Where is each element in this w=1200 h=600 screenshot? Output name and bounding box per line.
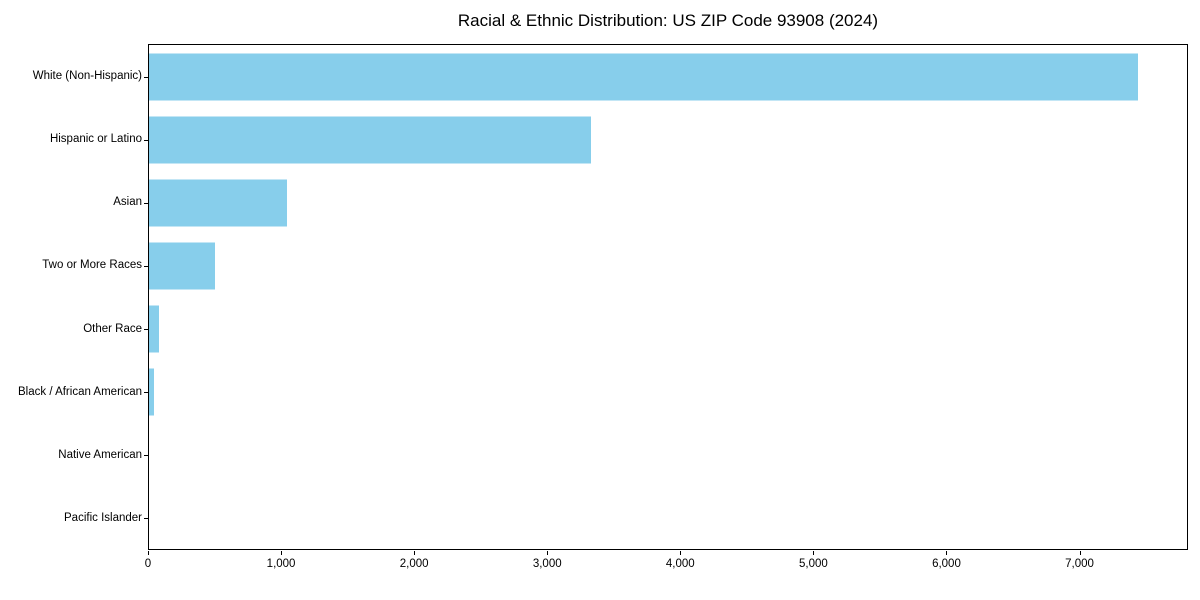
category-label: Pacific Islander (64, 512, 142, 525)
category-label: Asian (113, 196, 142, 209)
y-tick-mark (144, 391, 148, 393)
bar (149, 179, 288, 226)
y-tick-label: Two or More Races (0, 234, 142, 297)
bar-row (149, 234, 1187, 297)
y-tick-label: Pacific Islander (0, 487, 142, 550)
x-tick-label: 6,000 (932, 558, 961, 570)
x-tick-label: 4,000 (665, 558, 695, 570)
y-tick-mark (144, 202, 148, 204)
y-axis: White (Non-Hispanic) Hispanic or Latino As… (0, 44, 142, 550)
y-tick-label: Native American (0, 424, 142, 487)
x-tick-mark (281, 551, 283, 555)
x-tick-label: 3,000 (532, 558, 562, 570)
y-tick-mark (144, 265, 148, 267)
x-tick-label: 2,000 (399, 558, 429, 570)
chart-title: Racial & Ethnic Distribution: US ZIP Cod… (457, 11, 879, 30)
y-tick-mark (144, 454, 148, 456)
bar (149, 53, 1138, 100)
x-tick-mark (148, 551, 149, 555)
bar-row (149, 486, 1187, 549)
x-tick-label: 7,000 (1065, 558, 1094, 570)
x-tick-label: 5,000 (798, 558, 828, 570)
category-label: Other Race (83, 322, 142, 335)
y-tick-mark (144, 139, 148, 141)
y-tick-label: Black / African American (0, 360, 142, 423)
y-tick-mark (144, 76, 148, 78)
y-tick-mark (144, 328, 148, 330)
bar (149, 305, 159, 352)
category-label: Two or More Races (42, 259, 142, 272)
y-tick-label: White (Non-Hispanic) (0, 44, 142, 107)
x-tick-mark (1079, 551, 1081, 555)
bar-row (149, 423, 1187, 486)
x-tick-mark (813, 551, 815, 555)
category-label: Hispanic or Latino (49, 132, 142, 145)
bar (149, 242, 216, 289)
x-tick-mark (680, 551, 682, 555)
y-tick-label: Hispanic or Latino (0, 107, 142, 170)
category-label: Native American (58, 449, 142, 462)
x-tick-mark (547, 551, 549, 555)
x-tick-mark (414, 551, 416, 555)
bar-row (149, 108, 1187, 171)
y-tick-label: Other Race (0, 297, 142, 360)
category-label: Black / African American (18, 385, 142, 398)
x-tick-label: 0 (144, 558, 152, 570)
bar-row (149, 297, 1187, 360)
y-tick-label: Asian (0, 171, 142, 234)
bar-row (149, 360, 1187, 423)
x-tick-label: 1,000 (266, 558, 296, 570)
x-axis: 0 1,000 2,000 3,000 4,000 5,000 6,000 7,000 (144, 551, 1188, 581)
category-label: White (Non-Hispanic) (32, 69, 142, 82)
bar (149, 368, 155, 415)
bar-row (149, 45, 1187, 108)
x-tick-mark (946, 551, 948, 555)
y-tick-mark (144, 517, 148, 519)
bar (149, 116, 592, 163)
plot-area (144, 44, 1188, 550)
bar-row (149, 171, 1187, 234)
